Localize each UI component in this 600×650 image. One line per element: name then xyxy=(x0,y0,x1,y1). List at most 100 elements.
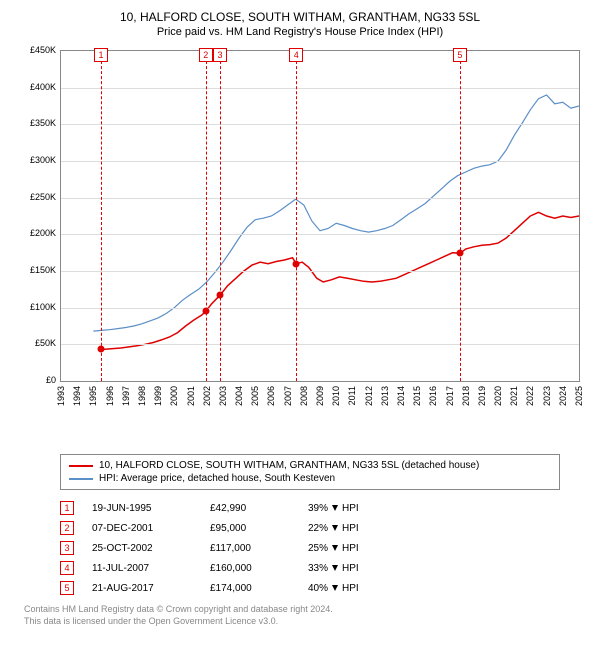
y-axis-label: £300K xyxy=(12,155,56,165)
legend-label-property: 10, HALFORD CLOSE, SOUTH WITHAM, GRANTHA… xyxy=(99,460,479,471)
series-property xyxy=(101,212,579,349)
marker-dot-2 xyxy=(202,308,209,315)
tx-num: 2 xyxy=(60,521,74,535)
tx-price: £95,000 xyxy=(210,523,290,534)
legend-label-hpi: HPI: Average price, detached house, Sout… xyxy=(99,473,335,484)
x-axis-label: 2001 xyxy=(186,386,196,406)
tx-date: 19-JUN-1995 xyxy=(92,503,192,514)
x-axis-label: 2016 xyxy=(428,386,438,406)
x-axis-label: 2010 xyxy=(331,386,341,406)
x-axis-label: 2011 xyxy=(347,386,357,405)
y-axis-label: £450K xyxy=(12,45,56,55)
tx-row-3: 325-OCT-2002£117,00025% HPI xyxy=(60,538,588,558)
x-axis-label: 2004 xyxy=(234,386,244,406)
x-axis-label: 1995 xyxy=(88,386,98,406)
x-axis-label: 1994 xyxy=(72,386,82,406)
y-axis-label: £0 xyxy=(12,375,56,385)
y-axis-label: £150K xyxy=(12,265,56,275)
arrow-down-icon xyxy=(332,505,338,511)
chart-container: 10, HALFORD CLOSE, SOUTH WITHAM, GRANTHA… xyxy=(0,0,600,650)
x-axis-label: 2007 xyxy=(283,386,293,406)
marker-box-1: 1 xyxy=(94,48,108,62)
marker-line-5 xyxy=(460,51,461,381)
x-axis-label: 1999 xyxy=(153,386,163,406)
tx-diff: 22% HPI xyxy=(308,523,398,534)
tx-diff: 39% HPI xyxy=(308,503,398,514)
title-block: 10, HALFORD CLOSE, SOUTH WITHAM, GRANTHA… xyxy=(12,10,588,38)
tx-num: 3 xyxy=(60,541,74,555)
x-axis-label: 2021 xyxy=(509,386,519,406)
tx-num: 5 xyxy=(60,581,74,595)
arrow-down-icon xyxy=(332,565,338,571)
tx-date: 11-JUL-2007 xyxy=(92,563,192,574)
x-axis-label: 2013 xyxy=(380,386,390,406)
footnote-l2: This data is licensed under the Open Gov… xyxy=(24,616,588,628)
tx-date: 21-AUG-2017 xyxy=(92,583,192,594)
tx-diff: 25% HPI xyxy=(308,543,398,554)
chart-title: 10, HALFORD CLOSE, SOUTH WITHAM, GRANTHA… xyxy=(12,10,588,24)
tx-row-4: 4 11-JUL-2007 £160,000 33% HPI xyxy=(60,558,588,578)
marker-line-1 xyxy=(101,51,102,381)
marker-line-2 xyxy=(206,51,207,381)
x-axis-label: 2023 xyxy=(542,386,552,406)
x-axis-label: 2000 xyxy=(169,386,179,406)
x-axis-label: 2020 xyxy=(493,386,503,406)
tx-date: 25-OCT-2002 xyxy=(92,543,192,554)
x-axis-label: 1996 xyxy=(105,386,115,406)
x-axis-label: 2025 xyxy=(574,386,584,406)
legend-swatch-property xyxy=(69,465,93,467)
x-axis-label: 2002 xyxy=(202,386,212,406)
tx-price: £174,000 xyxy=(210,583,290,594)
chart-subtitle: Price paid vs. HM Land Registry's House … xyxy=(12,26,588,38)
x-axis-label: 2005 xyxy=(250,386,260,406)
legend: 10, HALFORD CLOSE, SOUTH WITHAM, GRANTHA… xyxy=(60,454,560,490)
marker-line-3 xyxy=(220,51,221,381)
x-axis-label: 2009 xyxy=(315,386,325,406)
x-axis-label: 2003 xyxy=(218,386,228,406)
marker-box-3: 3 xyxy=(213,48,227,62)
x-axis-label: 2006 xyxy=(266,386,276,406)
arrow-down-icon xyxy=(332,525,338,531)
marker-dot-4 xyxy=(293,260,300,267)
x-axis-label: 1998 xyxy=(137,386,147,406)
tx-row-5: 5 21-AUG-2017 £174,000 40% HPI xyxy=(60,578,588,598)
tx-diff: 33% HPI xyxy=(308,563,398,574)
marker-line-4 xyxy=(296,51,297,381)
x-axis-label: 1997 xyxy=(121,386,131,406)
legend-row-property: 10, HALFORD CLOSE, SOUTH WITHAM, GRANTHA… xyxy=(69,459,551,472)
x-axis-label: 2014 xyxy=(396,386,406,406)
marker-box-2: 2 xyxy=(199,48,213,62)
line-svg xyxy=(61,51,579,381)
tx-date: 07-DEC-2001 xyxy=(92,523,192,534)
tx-num: 4 xyxy=(60,561,74,575)
legend-swatch-hpi xyxy=(69,478,93,480)
x-axis-label: 2015 xyxy=(412,386,422,406)
x-axis-label: 1993 xyxy=(56,386,66,406)
chart-area: 12345 £0£50K£100K£150K£200K£250K£300K£35… xyxy=(12,46,588,416)
x-axis-label: 2012 xyxy=(364,386,374,406)
transaction-list: 1 19-JUN-1995 £42,990 39% HPI 2 07-DEC-2001 £9… xyxy=(60,498,588,598)
footnote: Contains HM Land Registry data © Crown c… xyxy=(24,604,588,627)
tx-row-2: 2 07-DEC-2001 £95,000 22% HPI xyxy=(60,518,588,538)
tx-price: £42,990 xyxy=(210,503,290,514)
y-axis-label: £200K xyxy=(12,228,56,238)
footnote-l1: Contains HM Land Registry data © Crown c… xyxy=(24,604,588,616)
tx-diff: 40% HPI xyxy=(308,583,398,594)
y-axis-label: £350K xyxy=(12,118,56,128)
marker-dot-1 xyxy=(97,346,104,353)
x-axis-label: 2018 xyxy=(461,386,471,406)
tx-price: £160,000 xyxy=(210,563,290,574)
arrow-down-icon xyxy=(332,585,338,591)
y-axis-label: £400K xyxy=(12,82,56,92)
x-axis-label: 2024 xyxy=(558,386,568,406)
marker-dot-5 xyxy=(456,250,463,257)
plot-region: 12345 xyxy=(60,50,580,382)
marker-dot-3 xyxy=(216,292,223,299)
y-axis-label: £100K xyxy=(12,302,56,312)
marker-box-4: 4 xyxy=(289,48,303,62)
tx-num: 1 xyxy=(60,501,74,515)
x-axis-label: 2022 xyxy=(525,386,535,406)
x-axis-label: 2008 xyxy=(299,386,309,406)
y-axis-label: £50K xyxy=(12,338,56,348)
arrow-down-icon xyxy=(332,545,338,551)
